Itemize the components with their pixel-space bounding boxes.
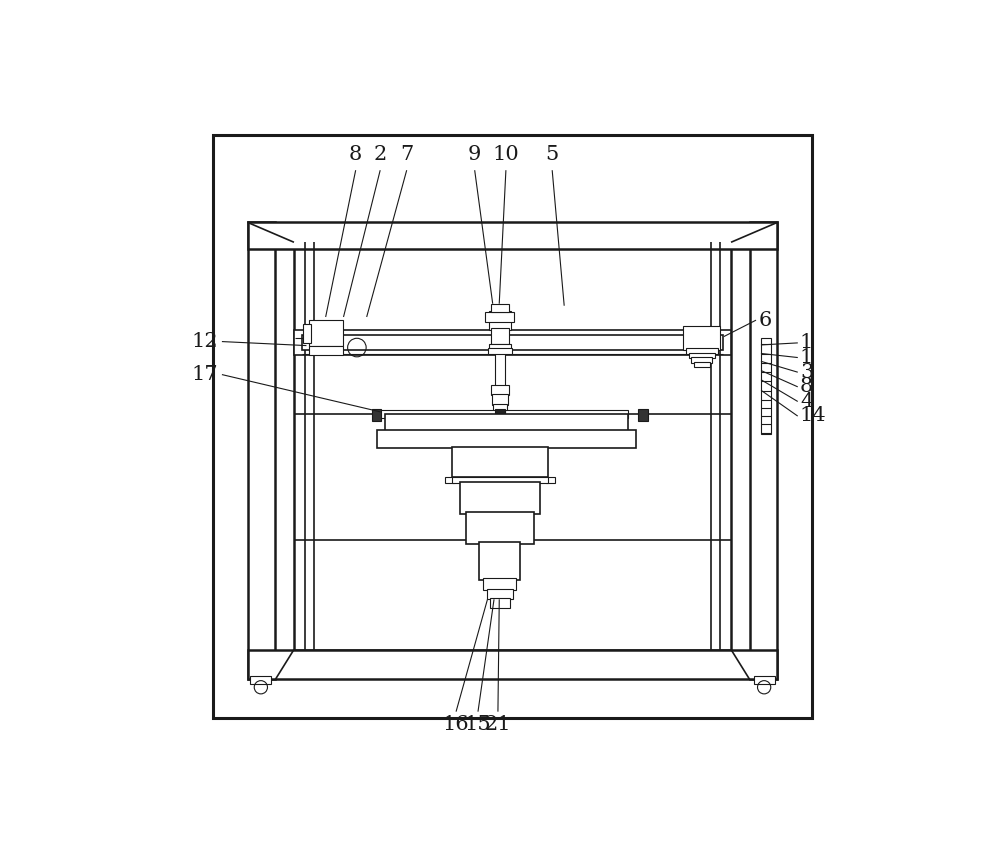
Bar: [487, 588, 512, 599]
Bar: [309, 346, 343, 355]
Bar: [445, 476, 454, 483]
Bar: [761, 338, 771, 434]
Text: 9: 9: [468, 145, 481, 164]
Bar: [754, 676, 775, 684]
Bar: [505, 410, 628, 419]
Bar: [385, 414, 628, 431]
Bar: [248, 223, 777, 249]
Text: 14: 14: [800, 406, 827, 425]
Text: 10: 10: [493, 145, 519, 164]
Text: 5: 5: [546, 145, 559, 164]
Bar: [485, 312, 514, 322]
Text: 1: 1: [800, 334, 813, 353]
Bar: [750, 223, 777, 679]
Bar: [483, 578, 516, 590]
Bar: [489, 311, 511, 329]
Text: 2: 2: [373, 145, 387, 164]
Bar: [466, 512, 534, 544]
Bar: [452, 476, 548, 483]
Bar: [460, 482, 540, 513]
Bar: [248, 649, 777, 679]
Bar: [683, 326, 720, 349]
Bar: [495, 349, 505, 540]
Bar: [491, 385, 509, 395]
Bar: [491, 329, 509, 344]
Bar: [691, 358, 712, 363]
Bar: [490, 598, 510, 608]
Bar: [488, 348, 512, 353]
Text: 17: 17: [192, 366, 218, 384]
Bar: [309, 320, 343, 347]
Bar: [213, 135, 812, 718]
Text: 21: 21: [485, 715, 511, 734]
Bar: [689, 353, 715, 358]
Bar: [694, 362, 710, 367]
Bar: [686, 348, 718, 353]
Bar: [493, 404, 507, 415]
Text: 1: 1: [800, 348, 813, 367]
Bar: [377, 410, 500, 419]
Text: 7: 7: [400, 145, 413, 164]
Text: 4: 4: [800, 391, 813, 411]
Text: 8: 8: [349, 145, 362, 164]
Bar: [302, 335, 723, 349]
Text: 12: 12: [192, 332, 218, 351]
Bar: [546, 476, 555, 483]
Bar: [492, 394, 508, 404]
Bar: [377, 430, 636, 447]
Bar: [294, 329, 731, 355]
Bar: [489, 344, 511, 350]
Text: 6: 6: [759, 311, 772, 330]
Text: 15: 15: [465, 715, 491, 734]
Bar: [638, 409, 648, 421]
Bar: [495, 409, 505, 421]
Bar: [372, 409, 381, 421]
Text: 3: 3: [800, 363, 813, 382]
Bar: [250, 676, 271, 684]
Bar: [491, 304, 509, 312]
Bar: [479, 542, 520, 580]
Bar: [452, 447, 548, 477]
Bar: [294, 243, 731, 649]
Text: 8: 8: [800, 378, 813, 396]
Bar: [303, 324, 311, 343]
Text: 16: 16: [443, 715, 470, 734]
Bar: [248, 223, 275, 679]
